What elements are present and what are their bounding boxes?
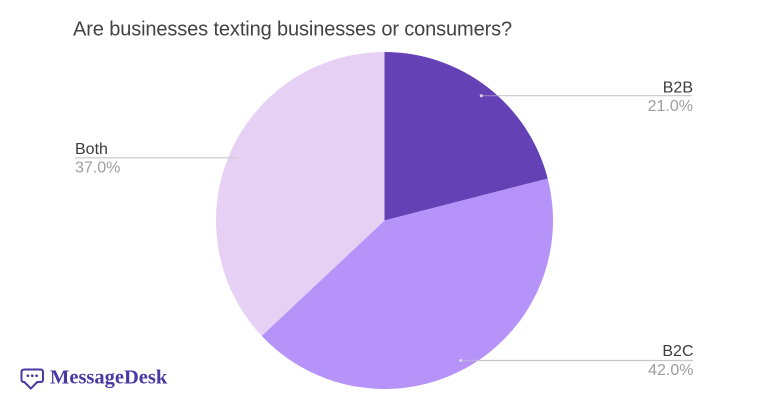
svg-text:37.0%: 37.0% [75, 160, 120, 177]
svg-text:B2C: B2C [662, 343, 693, 360]
svg-text:Are businesses texting busines: Are businesses texting businesses or con… [73, 19, 512, 41]
svg-text:42.0%: 42.0% [648, 362, 693, 379]
svg-text:MessageDesk: MessageDesk [50, 367, 168, 389]
svg-text:Both: Both [75, 141, 108, 158]
svg-text:21.0%: 21.0% [648, 98, 693, 115]
svg-text:B2B: B2B [663, 79, 693, 96]
